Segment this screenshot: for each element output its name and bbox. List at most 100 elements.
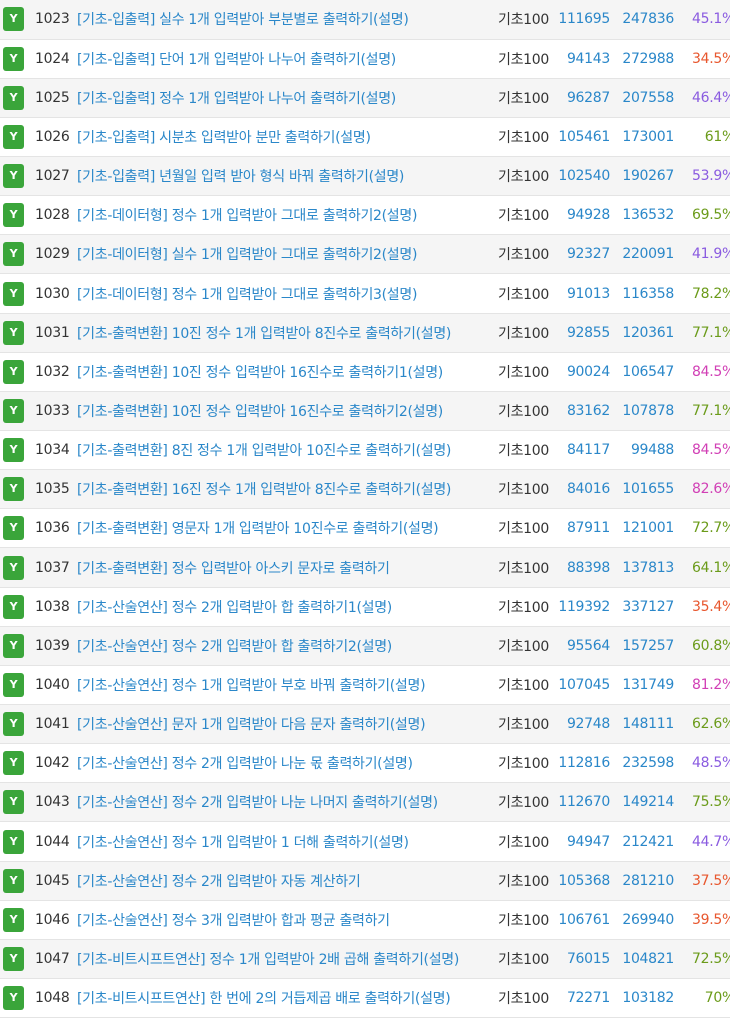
submission-count-link[interactable]: 99488 <box>630 442 674 459</box>
solved-count-link[interactable]: 105461 <box>558 128 610 145</box>
solved-count-link[interactable]: 84117 <box>566 442 610 459</box>
solved-count-link[interactable]: 106761 <box>558 911 610 928</box>
solved-count-link[interactable]: 94947 <box>566 833 610 850</box>
submission-count-cell: 220091 <box>612 234 676 275</box>
solved-count-link[interactable]: 76015 <box>566 950 610 967</box>
solved-count-link[interactable]: 111695 <box>558 11 610 28</box>
solved-count-link[interactable]: 112670 <box>558 794 610 811</box>
submission-count-link[interactable]: 272988 <box>622 50 674 67</box>
solved-count-link[interactable]: 92748 <box>566 716 610 733</box>
problem-id: 1037 <box>35 547 77 588</box>
submission-count-cell: 103182 <box>612 978 676 1018</box>
problem-category: 기초100 <box>498 626 554 666</box>
submission-count-link[interactable]: 212421 <box>622 833 674 850</box>
problem-title-cell: [기초-산술연산] 정수 1개 입력받아 1 더해 출력하기(설명) <box>77 821 498 862</box>
submission-count-link[interactable]: 121001 <box>622 520 674 537</box>
submission-count-cell: 131749 <box>612 665 676 706</box>
solved-count-link[interactable]: 94143 <box>566 50 610 67</box>
problem-title-link[interactable]: [기초-입출력] 정수 1개 입력받아 나누어 출력하기(설명) <box>77 90 396 107</box>
submission-count-link[interactable]: 207558 <box>622 89 674 106</box>
submission-count-link[interactable]: 173001 <box>622 128 674 145</box>
submission-count-link[interactable]: 104821 <box>622 950 674 967</box>
problem-row: Y 1040 [기초-산술연산] 정수 1개 입력받아 부호 바꿔 출력하기(설명)… <box>0 665 730 706</box>
accuracy-rate: 60.8% <box>676 626 730 666</box>
status-cell: Y <box>0 391 35 432</box>
solved-count-link[interactable]: 87911 <box>566 520 610 537</box>
solved-count-link[interactable]: 119392 <box>558 598 610 615</box>
solved-count-link[interactable]: 105368 <box>558 872 610 889</box>
problem-title-link[interactable]: [기초-데이터형] 실수 1개 입력받아 그대로 출력하기2(설명) <box>77 247 418 264</box>
problem-title-link[interactable]: [기초-산술연산] 정수 2개 입력받아 나눈 나머지 출력하기(설명) <box>77 795 438 812</box>
problem-title-link[interactable]: [기초-산술연산] 정수 3개 입력받아 합과 평균 출력하기 <box>77 912 390 929</box>
solved-count-link[interactable]: 96287 <box>566 89 610 106</box>
submission-count-link[interactable]: 106547 <box>622 363 674 380</box>
solved-count-link[interactable]: 72271 <box>566 990 610 1007</box>
problem-title-link[interactable]: [기초-출력변환] 정수 입력받아 아스키 문자로 출력하기 <box>77 560 390 577</box>
problem-category: 기초100 <box>498 430 554 471</box>
submission-count-link[interactable]: 131749 <box>622 676 674 693</box>
submission-count-link[interactable]: 337127 <box>622 598 674 615</box>
solved-count-link[interactable]: 94928 <box>566 207 610 224</box>
problem-title-link[interactable]: [기초-비트시프트연산] 정수 1개 입력받아 2배 곱해 출력하기(설명) <box>77 951 460 968</box>
problem-title-link[interactable]: [기초-입출력] 실수 1개 입력받아 부분별로 출력하기(설명) <box>77 12 409 29</box>
problem-category: 기초100 <box>498 313 554 353</box>
problem-title-link[interactable]: [기초-산술연산] 정수 2개 입력받아 자동 계산하기 <box>77 873 361 890</box>
solved-count-link[interactable]: 83162 <box>566 402 610 419</box>
problem-id: 1032 <box>35 352 77 392</box>
problem-title-link[interactable]: [기초-입출력] 시분초 입력받아 분만 출력하기(설명) <box>77 129 371 146</box>
submission-count-link[interactable]: 269940 <box>622 911 674 928</box>
solved-count-link[interactable]: 88398 <box>566 559 610 576</box>
submission-count-link[interactable]: 190267 <box>622 168 674 185</box>
problem-title-link[interactable]: [기초-산술연산] 정수 1개 입력받아 부호 바꿔 출력하기(설명) <box>77 677 426 694</box>
problem-title-link[interactable]: [기초-데이터형] 정수 1개 입력받아 그대로 출력하기3(설명) <box>77 286 418 303</box>
problem-title-link[interactable]: [기초-비트시프트연산] 한 번에 2의 거듭제곱 배로 출력하기(설명) <box>77 991 451 1008</box>
submission-count-link[interactable]: 149214 <box>622 794 674 811</box>
problem-category: 기초100 <box>498 939 554 980</box>
solved-count-link[interactable]: 92855 <box>566 324 610 341</box>
submission-count-link[interactable]: 101655 <box>622 481 674 498</box>
submission-count-cell: 149214 <box>612 782 676 823</box>
submission-count-link[interactable]: 220091 <box>622 246 674 263</box>
solved-count-link[interactable]: 84016 <box>566 481 610 498</box>
submission-count-link[interactable]: 247836 <box>622 11 674 28</box>
solved-count-link[interactable]: 107045 <box>558 676 610 693</box>
problem-title-link[interactable]: [기초-산술연산] 정수 2개 입력받아 나눈 몫 출력하기(설명) <box>77 756 413 773</box>
problem-title-link[interactable]: [기초-산술연산] 정수 2개 입력받아 합 출력하기2(설명) <box>77 638 392 655</box>
problem-title-cell: [기초-데이터형] 정수 1개 입력받아 그대로 출력하기2(설명) <box>77 195 498 236</box>
problem-title-link[interactable]: [기초-출력변환] 10진 정수 입력받아 16진수로 출력하기1(설명) <box>77 364 443 381</box>
submission-count-link[interactable]: 157257 <box>622 637 674 654</box>
submission-count-link[interactable]: 281210 <box>622 872 674 889</box>
problem-title-link[interactable]: [기초-산술연산] 정수 1개 입력받아 1 더해 출력하기(설명) <box>77 834 409 851</box>
problem-title-link[interactable]: [기초-데이터형] 정수 1개 입력받아 그대로 출력하기2(설명) <box>77 208 418 225</box>
status-cell: Y <box>0 469 35 510</box>
problem-title-link[interactable]: [기초-출력변환] 10진 정수 입력받아 16진수로 출력하기2(설명) <box>77 403 443 420</box>
solved-count-link[interactable]: 90024 <box>566 363 610 380</box>
problem-title-link[interactable]: [기초-산술연산] 문자 1개 입력받아 다음 문자 출력하기(설명) <box>77 717 426 734</box>
submission-count-link[interactable]: 148111 <box>622 716 674 733</box>
submission-count-link[interactable]: 137813 <box>622 559 674 576</box>
submission-count-link[interactable]: 136532 <box>622 207 674 224</box>
problem-title-link[interactable]: [기초-출력변환] 영문자 1개 입력받아 10진수로 출력하기(설명) <box>77 521 439 538</box>
problem-category: 기초100 <box>498 0 554 40</box>
solved-count-link[interactable]: 92327 <box>566 246 610 263</box>
solved-count-link[interactable]: 102540 <box>558 168 610 185</box>
problem-title-link[interactable]: [기초-입출력] 단어 1개 입력받아 나누어 출력하기(설명) <box>77 51 396 68</box>
solved-count-cell: 87911 <box>554 508 612 549</box>
problem-title-link[interactable]: [기초-입출력] 년월일 입력 받아 형식 바꿔 출력하기(설명) <box>77 169 405 186</box>
problem-title-link[interactable]: [기초-출력변환] 10진 정수 1개 입력받아 8진수로 출력하기(설명) <box>77 325 452 342</box>
problem-title-link[interactable]: [기초-출력변환] 8진 정수 1개 입력받아 10진수로 출력하기(설명) <box>77 443 452 460</box>
solved-count-link[interactable]: 95564 <box>566 637 610 654</box>
submission-count-link[interactable]: 116358 <box>622 285 674 302</box>
status-cell: Y <box>0 0 35 40</box>
problem-row: Y 1047 [기초-비트시프트연산] 정수 1개 입력받아 2배 곱해 출력하기(… <box>0 939 730 980</box>
solved-count-link[interactable]: 112816 <box>558 755 610 772</box>
submission-count-link[interactable]: 107878 <box>622 402 674 419</box>
submission-count-link[interactable]: 232598 <box>622 755 674 772</box>
problem-id: 1031 <box>35 313 77 353</box>
submission-count-link[interactable]: 103182 <box>622 990 674 1007</box>
solved-status-badge: Y <box>3 751 24 776</box>
problem-title-link[interactable]: [기초-산술연산] 정수 2개 입력받아 합 출력하기1(설명) <box>77 599 392 616</box>
submission-count-link[interactable]: 120361 <box>622 324 674 341</box>
problem-title-link[interactable]: [기초-출력변환] 16진 정수 1개 입력받아 8진수로 출력하기(설명) <box>77 482 452 499</box>
solved-count-link[interactable]: 91013 <box>566 285 610 302</box>
